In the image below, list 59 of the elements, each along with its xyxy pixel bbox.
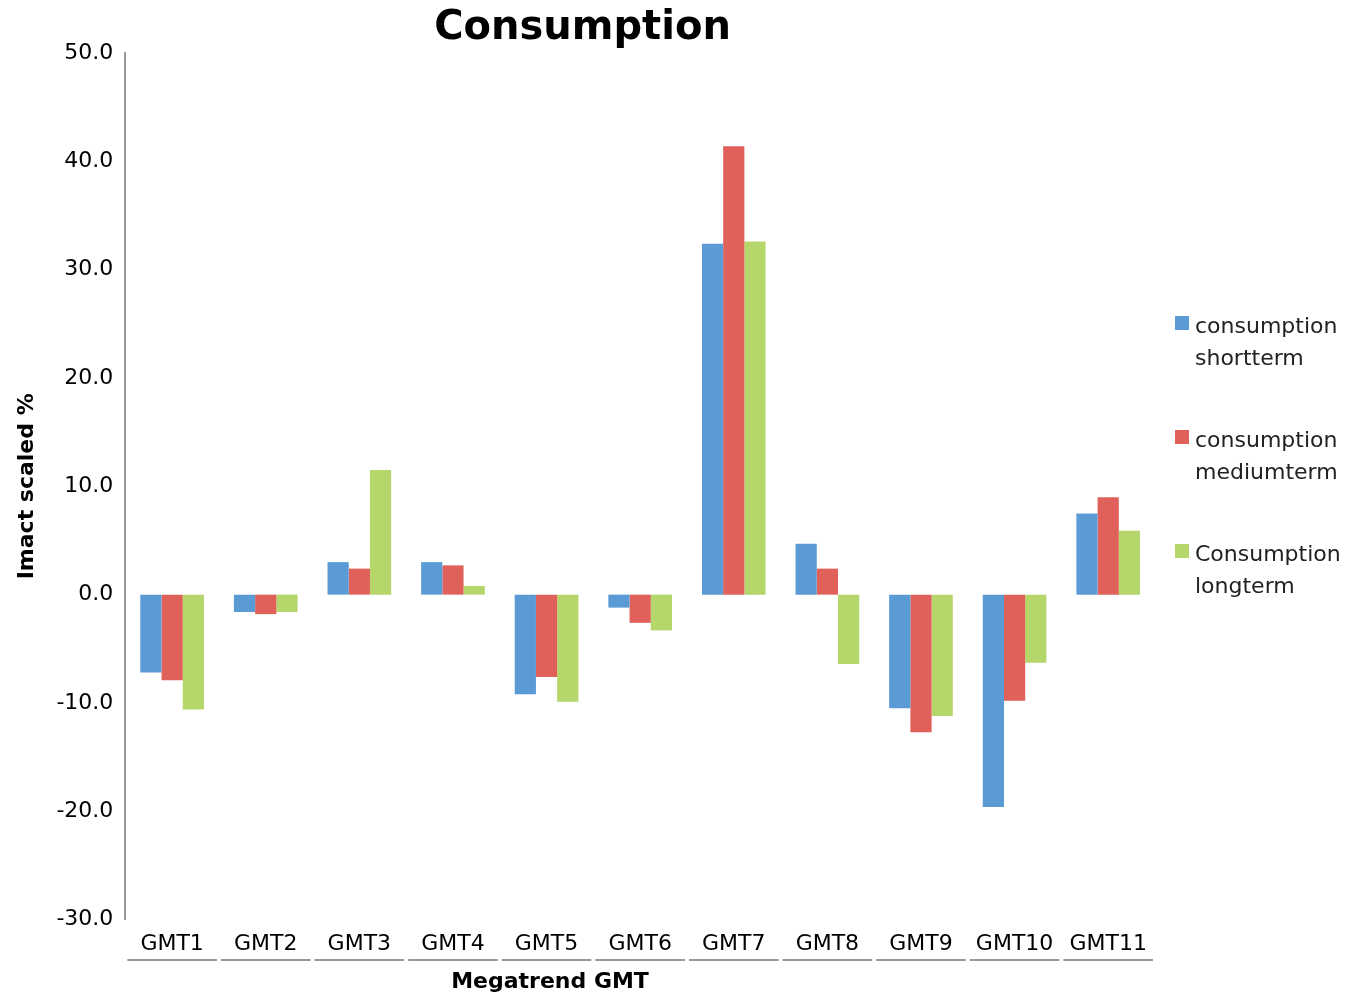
x-tick-label: GMT6 [608,929,672,955]
bar [1076,513,1098,595]
legend-label: Consumption longterm [1195,540,1342,600]
bar [1097,497,1119,595]
bar [650,594,672,631]
bar [255,594,277,615]
bar [931,594,953,716]
bar [535,594,558,677]
y-tick-label: 50.0 [64,38,114,64]
bar [161,594,183,681]
chart-title: Consumption [434,2,731,49]
bar [744,241,766,595]
y-tick-label: 20.0 [64,363,114,389]
bar [327,562,349,595]
bar [182,594,204,710]
bar [421,562,443,595]
x-tick-label: GMT10 [975,929,1054,955]
x-tick-label: GMT1 [140,929,204,955]
bar [816,568,838,595]
legend-label: consumption shortterm [1195,312,1339,372]
bar [701,243,724,595]
bar [723,146,745,595]
bar [1025,594,1047,663]
y-tick-label: -20.0 [56,796,114,822]
y-tick-label: 30.0 [64,255,114,281]
x-tick-label: GMT2 [234,929,298,955]
bar [514,594,536,695]
x-tick-label: GMT3 [327,929,392,955]
y-tick-label: 10.0 [64,472,114,498]
bar [889,594,911,709]
bar [910,594,932,733]
bar [982,594,1004,807]
bar [557,594,579,702]
bar [1118,530,1141,595]
y-tick-label: 40.0 [64,147,114,173]
y-tick-label: 0.0 [78,580,114,606]
y-axis-title: Imact scaled % [12,393,38,580]
y-tick-label: -10.0 [56,688,114,714]
bar [629,594,651,623]
x-axis-title: Megatrend GMT [450,968,650,993]
x-tick-label: GMT4 [421,929,485,955]
y-tick-label: -30.0 [56,905,114,931]
bar [348,568,370,595]
bar [276,594,298,612]
x-tick-label: GMT9 [889,929,953,955]
legend-label: consumption mediumterm [1195,426,1339,486]
x-tick-label: GMT5 [514,929,579,955]
bar [369,470,392,595]
bar [463,585,485,595]
x-tick-label: GMT11 [1069,929,1147,955]
bar [233,594,256,612]
bar [140,594,162,673]
bar [608,594,630,608]
x-tick-label: GMT8 [795,929,860,955]
bar [837,594,860,664]
bar [1003,594,1026,701]
bar [442,565,464,595]
x-tick-label: GMT7 [702,929,766,955]
bar [795,543,817,595]
